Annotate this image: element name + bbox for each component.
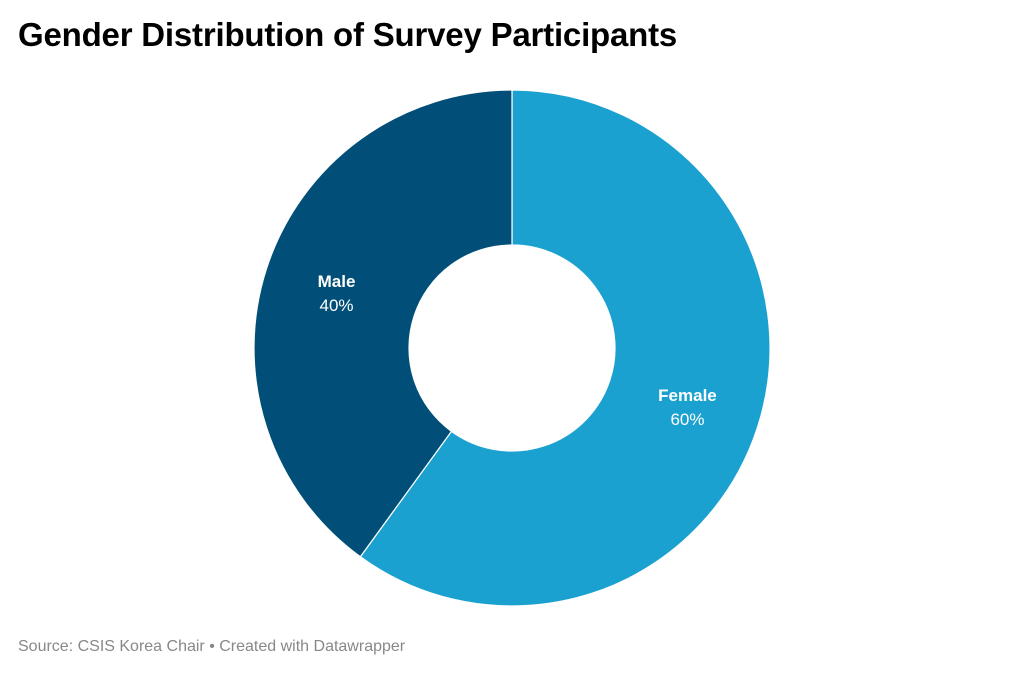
source-note: Source: CSIS Korea Chair • Created with … [18,638,406,655]
donut-labels: Female 60% Male 40% [318,272,717,429]
chart-title: Gender Distribution of Survey Participan… [18,16,678,53]
donut-slices [253,89,771,607]
slice-value-female: 60% [670,410,704,429]
slice-label-male: Male [318,272,356,291]
slice-label-female: Female [658,386,717,405]
slice-male [253,89,513,558]
slice-value-male: 40% [320,296,354,315]
slice-female [359,89,771,607]
